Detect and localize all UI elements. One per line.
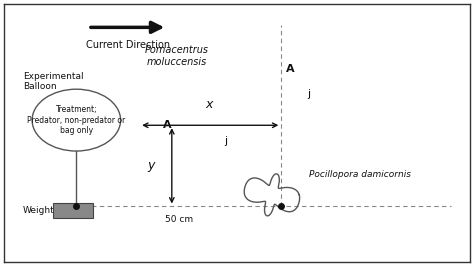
Text: Pomacentrus
moluccensis: Pomacentrus moluccensis	[145, 45, 209, 66]
Text: Pocillopora damicornis: Pocillopora damicornis	[309, 170, 411, 179]
Bar	[53, 203, 92, 218]
Text: 50 cm: 50 cm	[165, 215, 193, 224]
Text: x: x	[205, 98, 213, 111]
Text: Current Direction: Current Direction	[85, 40, 170, 50]
Text: A: A	[286, 64, 294, 74]
Text: Treatment;
Predator, non-predator or
bag only: Treatment; Predator, non-predator or bag…	[27, 105, 126, 135]
Text: Weight: Weight	[23, 206, 55, 215]
Text: j: j	[308, 89, 311, 99]
Text: A: A	[163, 120, 172, 130]
Text: j: j	[224, 136, 227, 146]
Text: Experimental
Balloon: Experimental Balloon	[23, 72, 83, 91]
Text: y: y	[147, 159, 155, 172]
